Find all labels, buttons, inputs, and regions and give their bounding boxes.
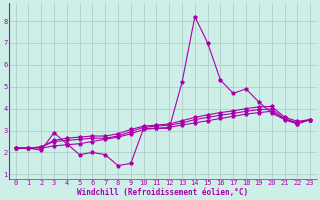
X-axis label: Windchill (Refroidissement éolien,°C): Windchill (Refroidissement éolien,°C) <box>77 188 248 197</box>
